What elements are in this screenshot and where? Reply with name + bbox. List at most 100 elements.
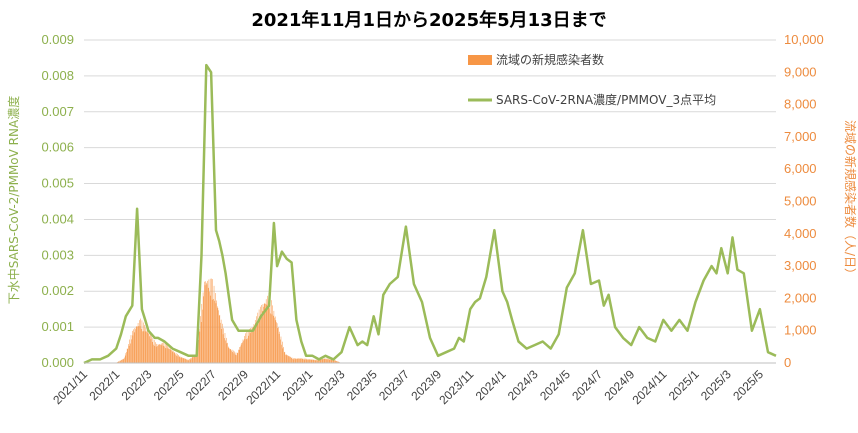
chart-title: 2021年11月1日から2025年5月13日まで <box>251 9 606 31</box>
bar <box>171 350 172 363</box>
y-left-tick-label: 0.004 <box>41 211 74 226</box>
bar <box>303 359 304 363</box>
bar <box>186 359 187 363</box>
bar <box>249 333 251 363</box>
bar <box>131 339 132 363</box>
bar <box>206 284 208 363</box>
bar <box>139 326 141 363</box>
bar <box>289 356 290 363</box>
bar <box>177 353 178 363</box>
bar <box>173 353 175 363</box>
bar <box>206 282 207 363</box>
bar <box>299 358 300 363</box>
y-left-tick-label: 0.006 <box>41 140 74 155</box>
bar <box>319 359 321 363</box>
y-left-tick-label: 0.003 <box>41 247 74 262</box>
bar <box>253 323 255 363</box>
y-right-tick-label: 7,000 <box>784 129 817 144</box>
bar <box>291 357 293 363</box>
bar <box>196 353 197 363</box>
bar <box>161 345 163 363</box>
y-right-tick-label: 4,000 <box>784 226 817 241</box>
bar <box>144 324 145 363</box>
bar <box>289 357 291 363</box>
bar <box>124 357 125 363</box>
bar <box>241 343 242 363</box>
bar <box>216 300 217 363</box>
bar <box>294 359 296 363</box>
bar <box>264 302 266 363</box>
bar <box>121 359 122 363</box>
bar <box>218 310 219 363</box>
bar <box>156 343 157 363</box>
bar <box>312 359 314 363</box>
bar <box>119 361 120 363</box>
bar <box>150 334 151 363</box>
bar <box>200 321 202 363</box>
bar <box>213 298 214 363</box>
bar <box>305 359 307 363</box>
bar <box>334 360 336 363</box>
bar <box>211 278 212 363</box>
bar <box>330 359 332 363</box>
bar <box>186 359 188 363</box>
x-tick-label: 2024/11 <box>630 367 670 407</box>
x-tick-label: 2021/11 <box>50 367 90 407</box>
bar <box>298 358 300 363</box>
bar <box>319 359 320 363</box>
bar <box>250 328 251 363</box>
bar <box>183 358 185 363</box>
bar <box>166 348 168 363</box>
bar <box>314 360 315 363</box>
bar <box>208 279 210 363</box>
bar <box>327 358 328 363</box>
y-left-tick-label: 0.005 <box>41 176 74 191</box>
bar <box>271 314 273 363</box>
legend: 流域の新規感染者数 SARS-CoV-2RNA濃度/PMMOV_3点平均 <box>468 52 716 107</box>
bar <box>184 358 185 363</box>
bar <box>202 292 204 363</box>
bar <box>139 320 140 363</box>
bar <box>261 304 262 363</box>
bar <box>138 326 139 363</box>
bar <box>300 358 302 363</box>
bar <box>278 333 280 363</box>
legend-label-bar: 流域の新規感染者数 <box>496 52 604 67</box>
bar <box>166 343 167 363</box>
bar <box>179 356 180 363</box>
bar <box>268 292 270 363</box>
bar <box>193 356 195 363</box>
bar <box>224 332 226 363</box>
bar <box>137 323 139 363</box>
bar <box>164 342 166 363</box>
bar <box>242 339 244 363</box>
bar <box>296 358 297 363</box>
y-left-tick-label: 0.001 <box>41 319 74 334</box>
bar <box>329 358 331 363</box>
bar <box>205 281 206 363</box>
bar <box>273 310 275 363</box>
bar <box>229 349 231 363</box>
bar <box>243 340 244 363</box>
bar <box>317 359 318 363</box>
bar <box>269 295 271 363</box>
bar <box>148 333 149 363</box>
x-tick-label: 2025/3 <box>698 367 734 403</box>
bar <box>127 348 129 363</box>
bar <box>121 359 123 363</box>
bar <box>324 358 326 363</box>
bar <box>159 344 161 363</box>
bar <box>126 348 128 363</box>
bar <box>285 354 286 363</box>
bar <box>239 347 241 363</box>
bar <box>270 313 271 363</box>
bar <box>248 335 250 363</box>
bar <box>238 349 240 363</box>
bar <box>134 328 136 363</box>
bar <box>204 281 205 363</box>
bar <box>287 355 289 363</box>
bar <box>220 322 221 363</box>
bar <box>254 325 255 363</box>
bar <box>128 344 129 363</box>
bar <box>195 354 197 363</box>
